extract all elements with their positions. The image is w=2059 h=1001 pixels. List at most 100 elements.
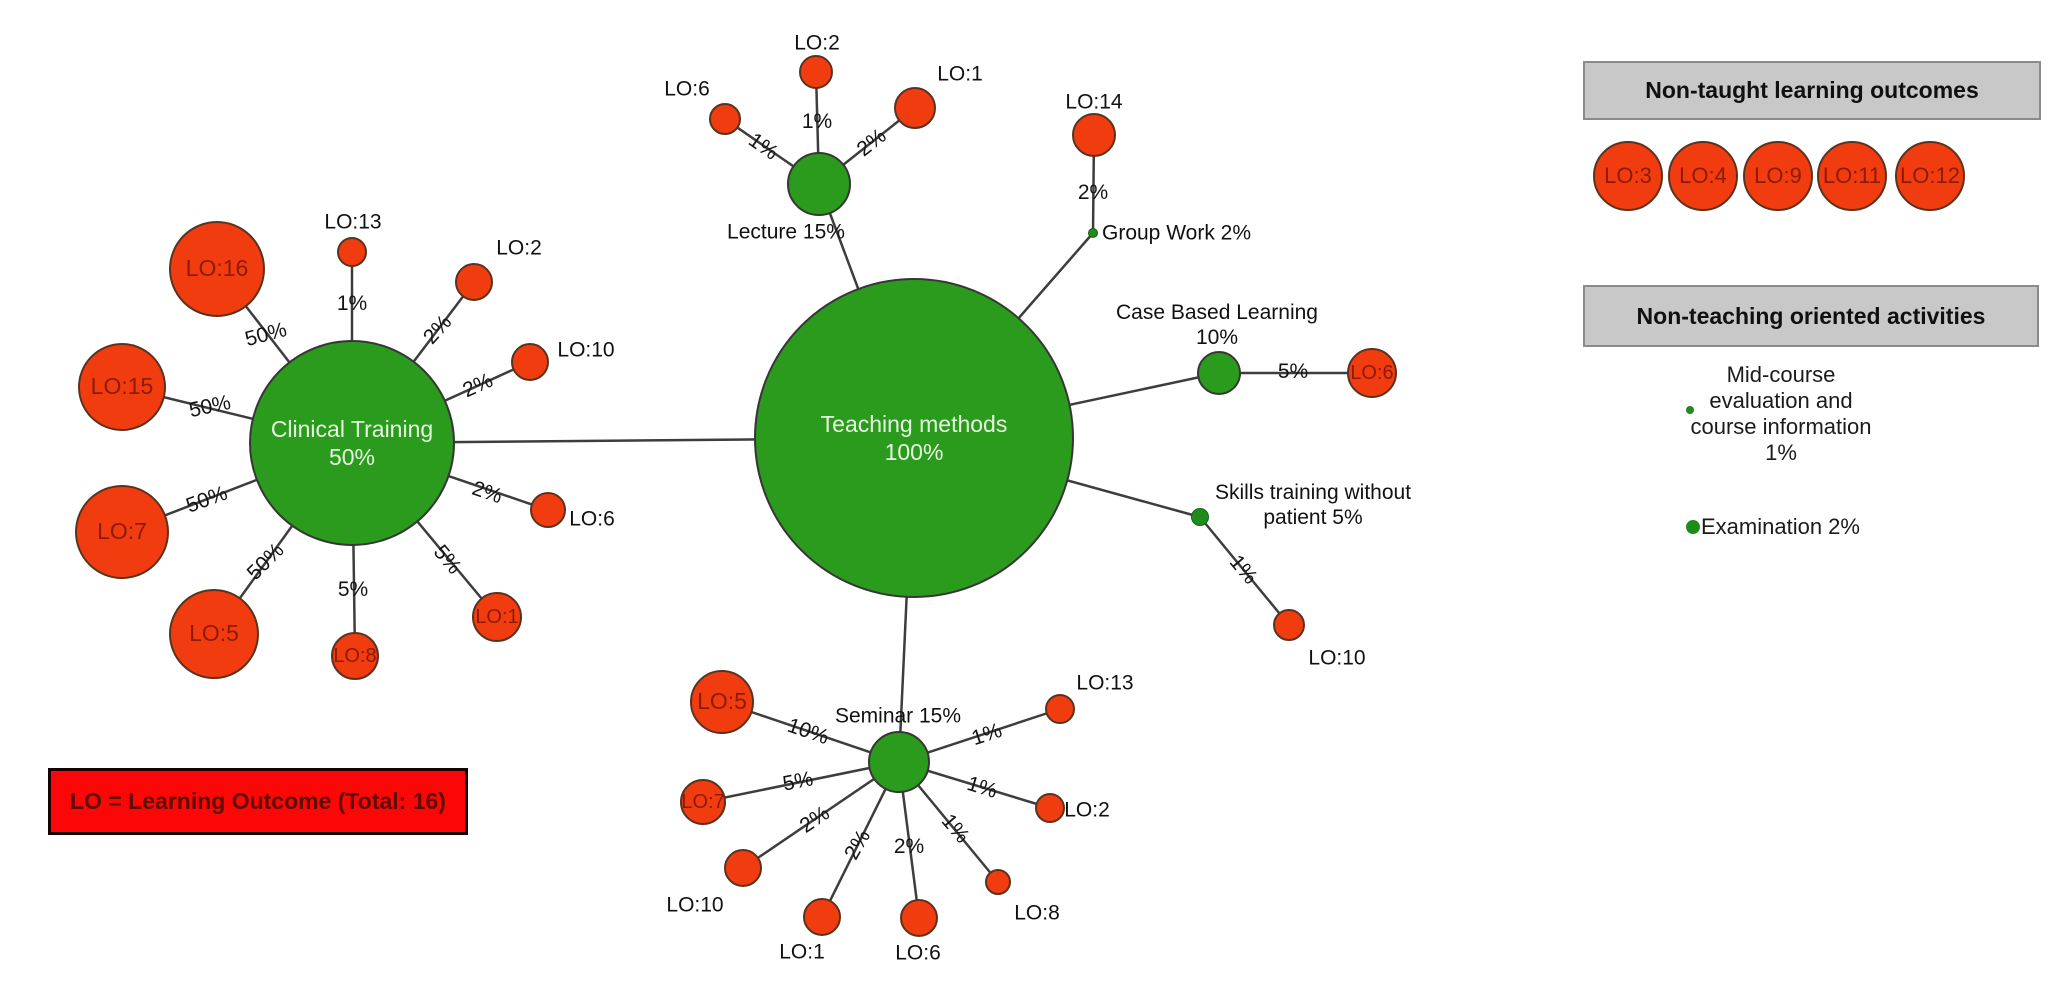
node-label-line: LO:10 bbox=[557, 338, 615, 362]
edge-label-clinical-cli-lo16: 50% bbox=[242, 317, 290, 352]
node-sk-lo10 bbox=[1273, 609, 1305, 641]
node-label-lec-lo2: LO:2 bbox=[794, 31, 840, 56]
node-label-line: LO:2 bbox=[496, 236, 542, 260]
node-label-cli-lo16: LO:16 bbox=[185, 255, 249, 282]
node-label-seminar: Seminar 15% bbox=[835, 704, 961, 729]
node-label-sem-lo7: LO:7 bbox=[681, 791, 725, 813]
node-label-cli-lo1: LO:1 bbox=[475, 606, 519, 628]
node-label-line: LO:14 bbox=[1065, 90, 1123, 114]
mid-course-line: course information bbox=[1690, 414, 1872, 439]
node-lec-lo2 bbox=[799, 55, 833, 89]
node-cli-lo6 bbox=[530, 492, 566, 528]
edge-label-clinical-cli-lo7: 50% bbox=[183, 481, 231, 518]
edge-label-clinical-cli-lo10: 2% bbox=[459, 368, 497, 403]
node-label-line: LO:10 bbox=[1308, 646, 1366, 670]
node-label-line: LO:2 bbox=[1064, 798, 1110, 822]
node-label-cli-lo8: LO:8 bbox=[333, 645, 377, 667]
node-lec-lo1 bbox=[894, 87, 936, 129]
node-label-cli-lo6: LO:6 bbox=[569, 507, 615, 532]
node-label-lec-lo1: LO:1 bbox=[937, 62, 983, 87]
node-label-line: patient 5% bbox=[1263, 506, 1363, 529]
node-label-groupwork: Group Work 2% bbox=[1102, 221, 1251, 246]
node-label-cli-lo5: LO:5 bbox=[189, 620, 239, 647]
node-sem-lo7: LO:7 bbox=[680, 779, 726, 825]
non-teaching-activities-title: Non-teaching oriented activities bbox=[1636, 302, 1986, 329]
node-label-sem-lo10: LO:10 bbox=[666, 893, 723, 918]
edge-label-cbl-cbl-lo6: 5% bbox=[1277, 360, 1309, 383]
node-gw-lo14 bbox=[1072, 113, 1116, 157]
non-taught-outcomes-title: Non-taught learning outcomes bbox=[1645, 77, 1979, 103]
node-lec-lo6 bbox=[709, 103, 741, 135]
node-cli-lo8: LO:8 bbox=[331, 632, 379, 680]
edge-label-clinical-cli-lo13: 1% bbox=[336, 292, 368, 315]
node-cli-lo16: LO:16 bbox=[169, 221, 265, 317]
node-label-line: LO:6 bbox=[895, 941, 941, 965]
edge-label-clinical-cli-lo8: 5% bbox=[337, 578, 369, 601]
node-lo11: LO:11 bbox=[1817, 141, 1887, 211]
node-teaching: Teaching methods 100% bbox=[754, 278, 1074, 598]
node-label-line: LO:8 bbox=[1014, 901, 1060, 925]
node-lo9: LO:9 bbox=[1743, 141, 1813, 211]
edge-label-clinical-cli-lo5: 50% bbox=[242, 538, 289, 585]
examination-line: Examination 2% bbox=[1701, 514, 1860, 539]
node-cbl bbox=[1197, 351, 1241, 395]
edge-label-seminar-sem-lo13: 1% bbox=[968, 718, 1005, 751]
node-label-lo11: LO:11 bbox=[1822, 162, 1882, 188]
mid-course-activity-label: Mid-course evaluation and course informa… bbox=[1691, 362, 1872, 466]
edge-label-clinical-cli-lo6: 2% bbox=[469, 476, 506, 509]
node-label-sem-lo5: LO:5 bbox=[697, 688, 747, 715]
node-label-line: LO:13 bbox=[324, 210, 382, 234]
node-label-lecture: Lecture 15% bbox=[727, 220, 845, 245]
node-clinical: Clinical Training 50% bbox=[249, 340, 455, 546]
node-lo4: LO:4 bbox=[1668, 141, 1738, 211]
edge-skills-sk-lo10 bbox=[1199, 516, 1290, 626]
node-sem-lo6 bbox=[900, 899, 938, 937]
edge-label-groupwork-gw-lo14: 2% bbox=[1077, 181, 1109, 204]
mid-course-line: Mid-course bbox=[1726, 362, 1836, 387]
node-cli-lo1: LO:1 bbox=[472, 592, 522, 642]
node-label-line: LO:1 bbox=[937, 62, 983, 86]
edge-label-clinical-cli-lo15: 50% bbox=[186, 390, 233, 423]
edge-label-skills-sk-lo10: 1% bbox=[1224, 550, 1262, 589]
node-label-cli-lo7: LO:7 bbox=[97, 518, 147, 545]
edge-label-seminar-sem-lo7: 5% bbox=[780, 767, 815, 796]
node-label-line: LO:6 bbox=[569, 507, 615, 531]
node-label-line: Case Based Learning bbox=[1116, 301, 1318, 324]
node-label-cli-lo2: LO:2 bbox=[496, 236, 542, 261]
edge-label-seminar-sem-lo1: 2% bbox=[840, 825, 876, 864]
node-label-line: Group Work 2% bbox=[1102, 221, 1251, 245]
node-cbl-lo6: LO:6 bbox=[1347, 348, 1397, 398]
node-sem-lo2 bbox=[1035, 793, 1065, 823]
edge-label-seminar-sem-lo10: 2% bbox=[795, 801, 834, 838]
edge-label-clinical-cli-lo1: 5% bbox=[428, 540, 466, 579]
node-label-cli-lo13: LO:13 bbox=[324, 210, 381, 235]
mid-course-line: evaluation and bbox=[1709, 388, 1853, 413]
node-seminar bbox=[868, 731, 930, 793]
node-label-line: LO:6 bbox=[664, 77, 710, 101]
node-cli-lo13 bbox=[337, 237, 367, 267]
node-label-sem-lo1: LO:1 bbox=[779, 940, 825, 965]
node-label-line: LO:1 bbox=[779, 940, 825, 964]
node-cli-lo7: LO:7 bbox=[75, 485, 169, 579]
node-cli-lo10 bbox=[511, 343, 549, 381]
node-lo3: LO:3 bbox=[1593, 141, 1663, 211]
node-label-lo3: LO:3 bbox=[1604, 162, 1652, 188]
node-skills bbox=[1191, 508, 1209, 526]
node-label-line: Lecture 15% bbox=[727, 220, 845, 244]
node-lecture bbox=[787, 152, 851, 216]
node-label-lo4: LO:4 bbox=[1679, 162, 1727, 188]
node-label-sem-lo13: LO:13 bbox=[1076, 671, 1133, 696]
edge-label-seminar-sem-lo5: 10% bbox=[784, 713, 832, 750]
edge-label-lecture-lec-lo1: 2% bbox=[852, 124, 891, 162]
node-label-skills: Skills training without patient 5% bbox=[1215, 480, 1411, 530]
node-label-lo9: LO:9 bbox=[1754, 162, 1802, 188]
node-lo12: LO:12 bbox=[1895, 141, 1965, 211]
node-label-cli-lo15: LO:15 bbox=[90, 373, 154, 400]
edge-label-lecture-lec-lo2: 1% bbox=[801, 110, 833, 133]
node-label-sk-lo10: LO:10 bbox=[1308, 646, 1365, 671]
node-label-sem-lo8: LO:8 bbox=[1014, 901, 1060, 926]
non-taught-outcomes-header: Non-taught learning outcomes bbox=[1583, 61, 2041, 120]
node-label-teaching: Teaching methods bbox=[820, 410, 1008, 437]
